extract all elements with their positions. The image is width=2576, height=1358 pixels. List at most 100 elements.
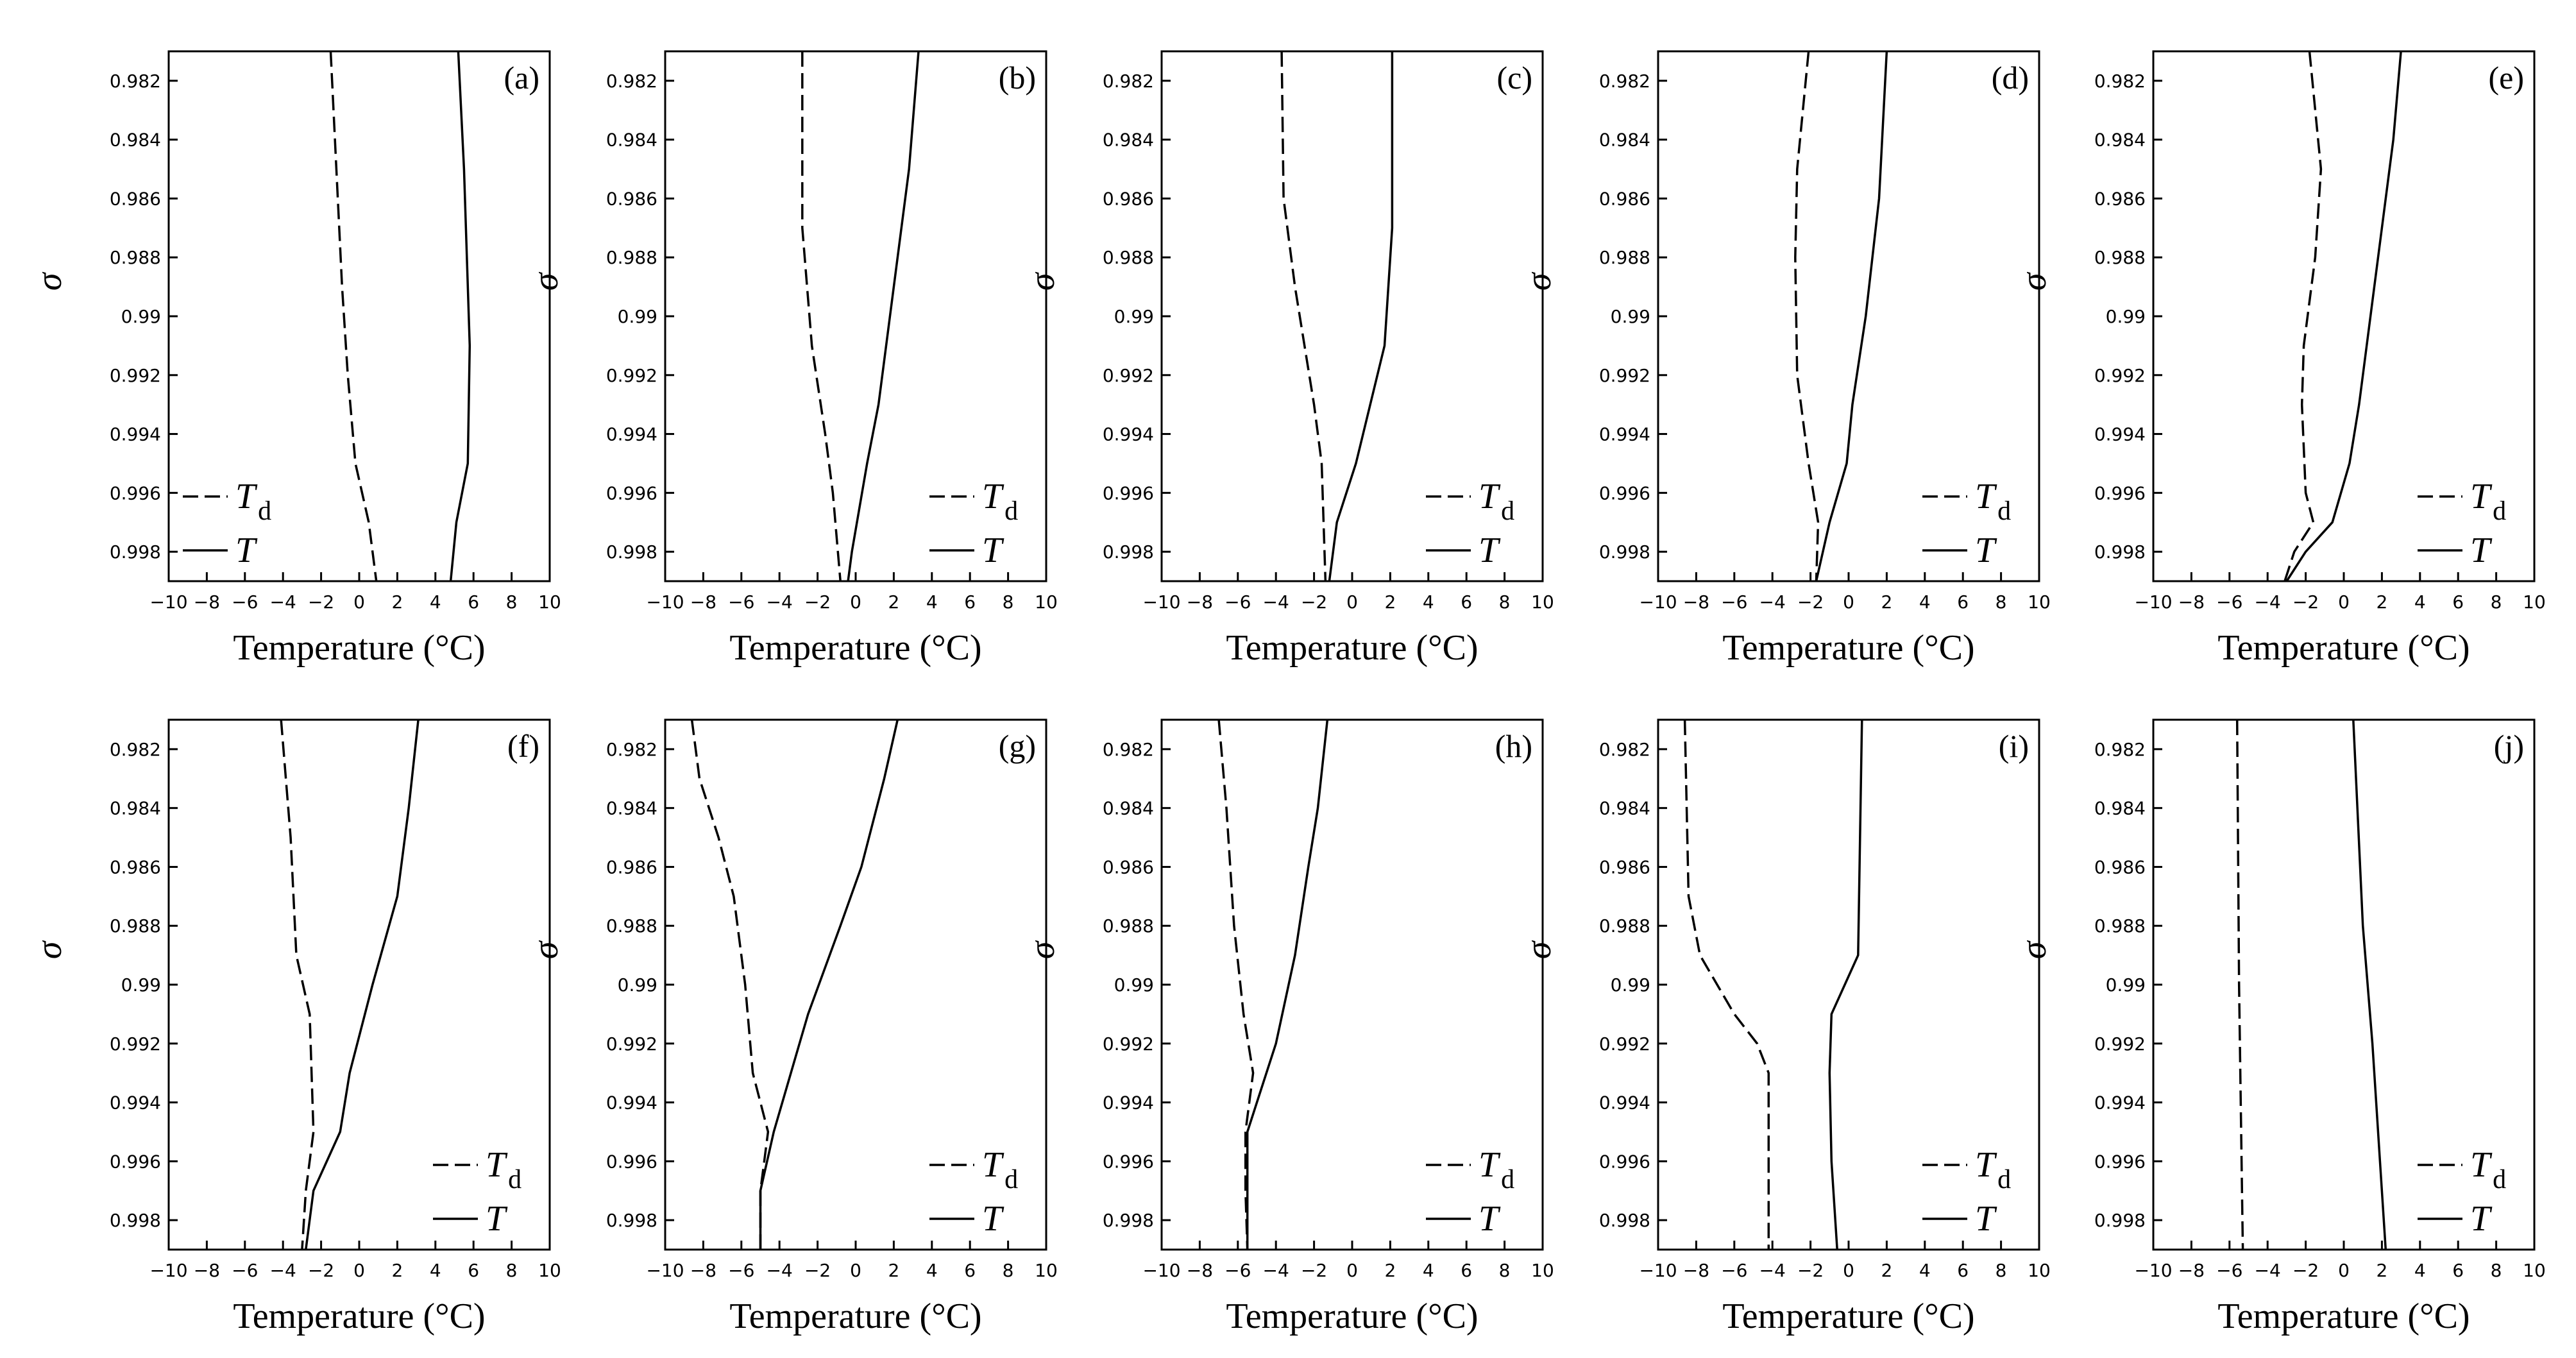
panel-label: (h) [1495, 728, 1532, 764]
y-tick-label: 0.99 [1114, 306, 1154, 327]
x-tick-label: −4 [1759, 591, 1786, 613]
x-tick-label: −2 [308, 1260, 334, 1281]
x-axis-title: Temperature (°C) [233, 628, 485, 668]
y-tick-label: 0.986 [1103, 188, 1154, 209]
x-axis-title: Temperature (°C) [2217, 628, 2470, 668]
x-tick-label: −2 [1301, 591, 1327, 613]
y-tick-label: 0.984 [1599, 798, 1650, 819]
x-tick-label: 4 [926, 1260, 938, 1281]
y-axis-title: σ [1519, 271, 1559, 291]
plot-frame [167, 50, 551, 582]
x-tick-label: −10 [2134, 591, 2172, 613]
y-axis-title: σ [2014, 271, 2054, 291]
x-tick-label: −6 [2216, 591, 2242, 613]
x-tick-label: −4 [767, 1260, 793, 1281]
x-tick-label: −6 [1224, 591, 1251, 613]
legend-label-t: T [2470, 1199, 2493, 1239]
x-tick-label: 6 [964, 591, 976, 613]
x-tick-label: −10 [1639, 1260, 1677, 1281]
y-tick-label: 0.992 [1103, 1033, 1154, 1055]
y-tick-label: 0.986 [606, 856, 657, 878]
x-tick-label: 8 [506, 1260, 518, 1281]
panel-e: −10 −8 −6 −4 −2 0 2 4 6 8 10 0.982 0.984 0.986 0.988 0.… [2014, 50, 2546, 668]
temperature-line [847, 51, 920, 582]
y-tick-label: 0.982 [2094, 71, 2146, 92]
y-tick-label: 0.986 [2094, 188, 2146, 209]
x-tick-label: 4 [430, 591, 441, 613]
y-tick-label: 0.996 [110, 482, 161, 504]
temperature-line [449, 51, 471, 582]
y-tick-label: 0.988 [1599, 247, 1650, 268]
y-tick-label: 0.992 [606, 365, 657, 386]
y-axis-title: σ [1022, 271, 1062, 291]
x-tick-label: 6 [1957, 591, 1969, 613]
panel-c: −10 −8 −6 −4 −2 0 2 4 6 8 10 0.982 0.984 0.986 0.988 0.… [1022, 50, 1554, 668]
y-tick-label: 0.99 [1114, 974, 1154, 996]
y-tick-label: 0.982 [1599, 739, 1650, 760]
x-tick-label: −4 [1263, 1260, 1289, 1281]
panel-label: (b) [999, 60, 1036, 96]
x-axis-title: Temperature (°C) [729, 628, 981, 668]
y-tick-label: 0.99 [2106, 974, 2146, 996]
x-tick-label: −6 [728, 591, 754, 613]
x-tick-label: −8 [2178, 591, 2205, 613]
y-tick-label: 0.994 [110, 424, 161, 445]
x-tick-label: 10 [538, 591, 561, 613]
y-tick-label: 0.99 [121, 306, 161, 327]
y-tick-label: 0.998 [1103, 541, 1154, 563]
legend-label-td: Td [982, 1145, 1018, 1194]
x-tick-label: 6 [2452, 1260, 2464, 1281]
legend-label-td: Td [1975, 1145, 2011, 1194]
y-tick-label: 0.994 [1599, 424, 1650, 445]
x-tick-label: −8 [690, 1260, 716, 1281]
x-tick-label: 8 [1499, 591, 1511, 613]
y-tick-label: 0.986 [606, 188, 657, 209]
y-tick-label: 0.994 [606, 1092, 657, 1114]
x-tick-label: 0 [850, 591, 861, 613]
legend-label-td: Td [486, 1145, 521, 1194]
x-tick-label: 2 [1384, 591, 1396, 613]
y-tick-label: 0.992 [606, 1033, 657, 1055]
y-tick-label: 0.994 [2094, 424, 2146, 445]
y-tick-label: 0.986 [1599, 188, 1650, 209]
y-tick-label: 0.992 [2094, 1033, 2146, 1055]
x-tick-label: −2 [1797, 591, 1824, 613]
legend-label-t: T [1975, 530, 1997, 570]
y-axis-title: σ [30, 271, 69, 291]
y-tick-label: 0.994 [606, 424, 657, 445]
y-tick-label: 0.982 [110, 71, 161, 92]
x-tick-label: 10 [2523, 1260, 2546, 1281]
x-tick-label: −4 [270, 591, 296, 613]
x-tick-label: 2 [391, 591, 403, 613]
panel-label: (d) [1992, 60, 2029, 96]
y-tick-label: 0.986 [2094, 856, 2146, 878]
y-tick-label: 0.982 [110, 739, 161, 760]
dewpoint-line [2235, 719, 2244, 1250]
x-tick-label: −10 [646, 1260, 684, 1281]
x-tick-label: 8 [1996, 591, 2007, 613]
legend-label-td: Td [2470, 477, 2506, 526]
y-tick-label: 0.998 [606, 541, 657, 563]
x-tick-label: 4 [430, 1260, 441, 1281]
x-tick-label: −8 [1187, 591, 1213, 613]
y-tick-label: 0.99 [618, 306, 657, 327]
y-tick-label: 0.984 [1103, 798, 1154, 819]
dewpoint-line [690, 719, 770, 1250]
x-tick-label: −6 [1224, 1260, 1251, 1281]
x-tick-label: 2 [1881, 591, 1892, 613]
temperature-line [759, 719, 899, 1250]
panel-h: −10 −8 −6 −4 −2 0 2 4 6 8 10 0.982 0.984 0.986 0.988 0.… [1022, 718, 1554, 1336]
x-tick-label: −8 [1683, 591, 1709, 613]
x-tick-label: 0 [1346, 1260, 1358, 1281]
x-tick-label: 0 [1843, 591, 1854, 613]
x-axis-title: Temperature (°C) [729, 1296, 981, 1336]
x-tick-label: −2 [1797, 1260, 1824, 1281]
dewpoint-line [2284, 51, 2323, 582]
y-axis-title: σ [1519, 940, 1559, 959]
dewpoint-line [329, 51, 378, 582]
y-tick-label: 0.992 [110, 1033, 161, 1055]
panel-label: (f) [507, 728, 539, 764]
x-tick-label: 0 [353, 1260, 365, 1281]
x-tick-label: −6 [1721, 591, 1747, 613]
